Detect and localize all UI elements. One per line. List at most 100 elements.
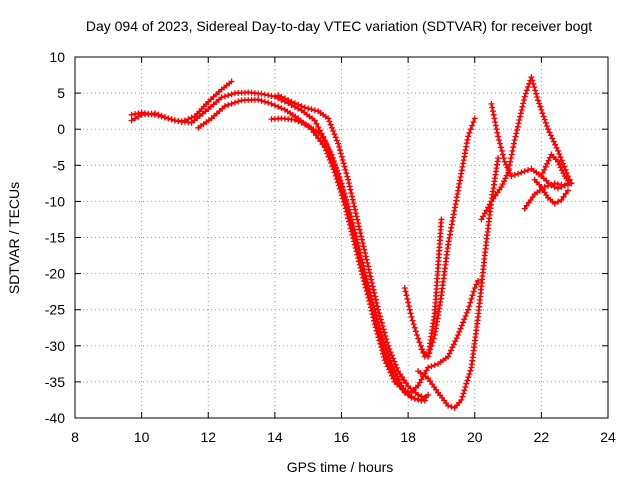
data-point [532,87,539,94]
data-point [258,90,265,97]
x-tick-label: 12 [200,429,216,445]
data-point [320,135,327,142]
data-point [344,200,350,206]
data-point [518,107,525,113]
data-point [376,310,383,316]
data-point [342,166,349,173]
data-point [327,121,334,128]
data-point [495,133,502,140]
y-axis-label: SDTVAR / TECUs [6,182,22,294]
data-point [311,117,318,124]
data-point [353,236,360,243]
data-point [502,175,509,182]
data-point [321,138,328,145]
data-point [358,233,365,240]
series-10 [478,74,575,223]
data-point [470,288,477,295]
data-point [561,182,568,189]
data-point [345,206,352,213]
data-point [489,104,496,111]
data-point [428,342,435,349]
data-point [428,363,435,370]
data-point [445,402,452,409]
data-point [560,160,566,167]
x-axis-label: GPS time / hours [287,459,394,475]
data-point [326,148,333,155]
data-point [544,160,551,167]
data-point [350,223,357,230]
data-point [467,299,474,306]
data-point [330,157,337,164]
data-point [328,151,335,158]
data-point [374,303,381,310]
data-point [466,371,473,377]
data-point [135,113,142,120]
data-point [355,223,362,230]
data-point [361,246,368,253]
data-point [351,229,358,236]
data-point [228,100,235,107]
data-point [538,173,545,180]
data-point [265,92,272,99]
data-point [358,256,365,263]
data-point [132,115,138,122]
data-point [519,103,526,110]
data-point [359,236,365,243]
data-point [456,328,463,335]
data-point [562,190,569,197]
data-point [338,180,345,187]
data-point [451,207,458,214]
data-point [469,292,476,299]
data-point [366,270,373,276]
data-point [426,350,433,356]
series-line [270,117,430,402]
data-point [369,299,376,306]
data-point [373,315,380,322]
data-point [504,164,511,171]
data-point [349,219,356,226]
data-point [291,116,298,123]
data-point [430,335,437,342]
data-point [351,203,358,210]
data-point [534,94,541,100]
y-tick-label: -15 [45,230,65,246]
x-tick-label: 8 [71,429,79,445]
data-point [513,130,520,137]
data-point [291,100,298,107]
y-tick-label: 0 [57,121,65,137]
data-point [551,200,558,207]
data-point [365,266,372,273]
data-point [337,177,344,184]
series-11 [488,100,571,192]
data-point [356,226,363,233]
data-point [390,355,397,362]
data-point [547,132,554,139]
data-point [393,364,400,371]
data-point [258,97,265,104]
data-point [363,276,370,282]
data-point [373,312,379,319]
data-point [517,110,524,117]
data-point [438,216,445,223]
data-point [340,160,347,167]
data-point [275,92,282,99]
data-point [555,181,561,188]
data-point [365,263,372,270]
data-point [326,118,333,125]
data-point [452,338,459,345]
data-point [316,127,323,134]
data-point [510,144,517,151]
data-point [315,124,322,130]
data-point [429,339,436,346]
series-2 [128,78,235,125]
data-point [318,132,325,138]
data-point [128,111,135,118]
data-point [342,193,349,200]
data-point [375,322,382,329]
data-point [545,126,551,133]
x-tick-label: 14 [267,429,283,445]
data-point [356,246,362,253]
data-point [340,186,347,193]
data-point [381,329,388,336]
